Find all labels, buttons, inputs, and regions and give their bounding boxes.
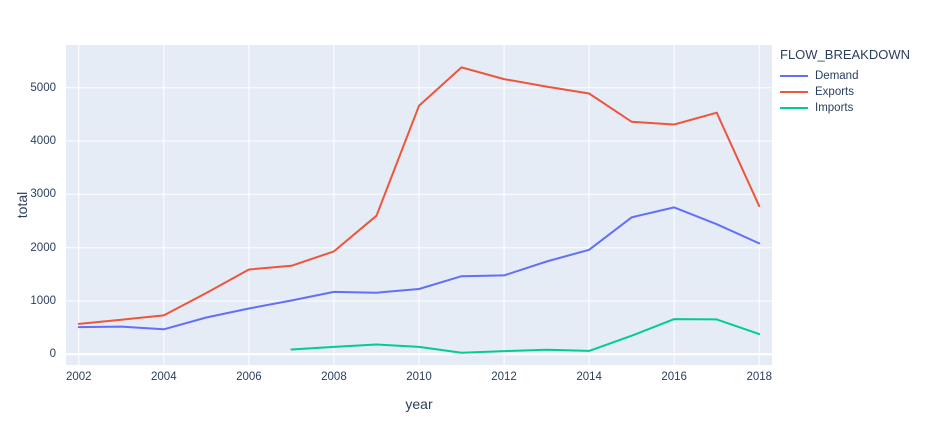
y-tick-label: 0: [49, 348, 56, 361]
x-tick-label: 2002: [65, 371, 92, 383]
plot-background: [66, 45, 772, 365]
x-tick-label: 2010: [406, 371, 432, 383]
x-tick-label: 2006: [236, 371, 262, 383]
x-tick-label: 2008: [321, 371, 347, 383]
x-tick-label: 2012: [491, 371, 517, 383]
x-axis-title: year: [405, 396, 433, 412]
y-tick-label: 2000: [30, 241, 56, 254]
legend-title: FLOW_BREAKDOWN: [780, 47, 911, 62]
x-tick-label: 2018: [746, 371, 773, 383]
legend-items: Demand Exports Imports: [780, 70, 910, 114]
y-tick-label: 1000: [30, 295, 56, 307]
legend-line-swatch: [780, 91, 808, 93]
plot-area[interactable]: [66, 45, 772, 365]
series-line-imports[interactable]: [290, 318, 761, 354]
x-tick-label: 2016: [661, 371, 687, 383]
legend-item-label: Exports: [815, 86, 854, 98]
legend-item-label: Demand: [815, 70, 859, 82]
y-tick-label: 5000: [30, 81, 56, 94]
legend-line-swatch: [780, 107, 808, 109]
series-line-demand[interactable]: [77, 206, 761, 331]
x-tick-label: 2004: [151, 371, 177, 383]
legend: FLOW_BREAKDOWN Demand Exports Imports: [780, 47, 910, 118]
series-line-exports[interactable]: [77, 66, 761, 325]
legend-item-exports[interactable]: Exports: [780, 86, 910, 98]
legend-item-imports[interactable]: Imports: [780, 102, 910, 114]
legend-item-label: Imports: [815, 102, 854, 114]
legend-line-swatch: [780, 75, 808, 77]
y-tick-label: 4000: [30, 135, 56, 147]
legend-item-demand[interactable]: Demand: [780, 70, 910, 82]
y-tick-label: 3000: [30, 188, 56, 201]
y-axis-title: total: [14, 191, 30, 219]
x-tick-label: 2014: [576, 371, 602, 383]
